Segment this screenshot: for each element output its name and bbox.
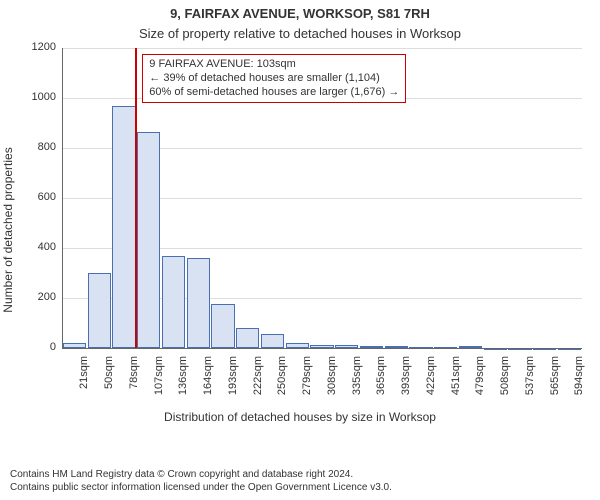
x-axis-line [62,348,582,349]
chart-container: 9, FAIRFAX AVENUE, WORKSOP, S81 7RH Size… [0,0,600,500]
footer-line: Contains public sector information licen… [10,482,392,495]
chart-title-line1: 9, FAIRFAX AVENUE, WORKSOP, S81 7RH [0,6,600,21]
annotation-line: 60% of semi-detached houses are larger (… [149,86,399,100]
y-tick-label: 1200 [16,41,56,53]
y-tick-label: 0 [16,341,56,353]
annotation-box: 9 FAIRFAX AVENUE: 103sqm← 39% of detache… [142,54,406,103]
histogram-bar [187,258,210,348]
y-tick-label: 200 [16,291,56,303]
chart-title-line2: Size of property relative to detached ho… [0,26,600,41]
histogram-bar [162,256,185,349]
y-tick-label: 600 [16,191,56,203]
histogram-bar [236,328,259,348]
footer-attribution: Contains HM Land Registry data © Crown c… [10,469,392,494]
histogram-bar [137,132,160,348]
histogram-bar [112,106,135,349]
y-tick-label: 400 [16,241,56,253]
histogram-bar [211,304,234,348]
y-axis-line [62,48,63,348]
plot-area: 02004006008001000120021sqm50sqm78sqm107s… [62,48,582,348]
annotation-line: ← 39% of detached houses are smaller (1,… [149,72,399,86]
histogram-bar [261,334,284,348]
y-axis-label: Number of detached properties [1,147,15,312]
histogram-bar [88,273,111,348]
annotation-line: 9 FAIRFAX AVENUE: 103sqm [149,58,399,72]
y-tick-label: 800 [16,141,56,153]
y-tick-label: 1000 [16,91,56,103]
reference-marker-line [135,48,137,348]
gridline [62,48,582,49]
footer-line: Contains HM Land Registry data © Crown c… [10,469,392,482]
x-axis-label: Distribution of detached houses by size … [0,410,600,424]
